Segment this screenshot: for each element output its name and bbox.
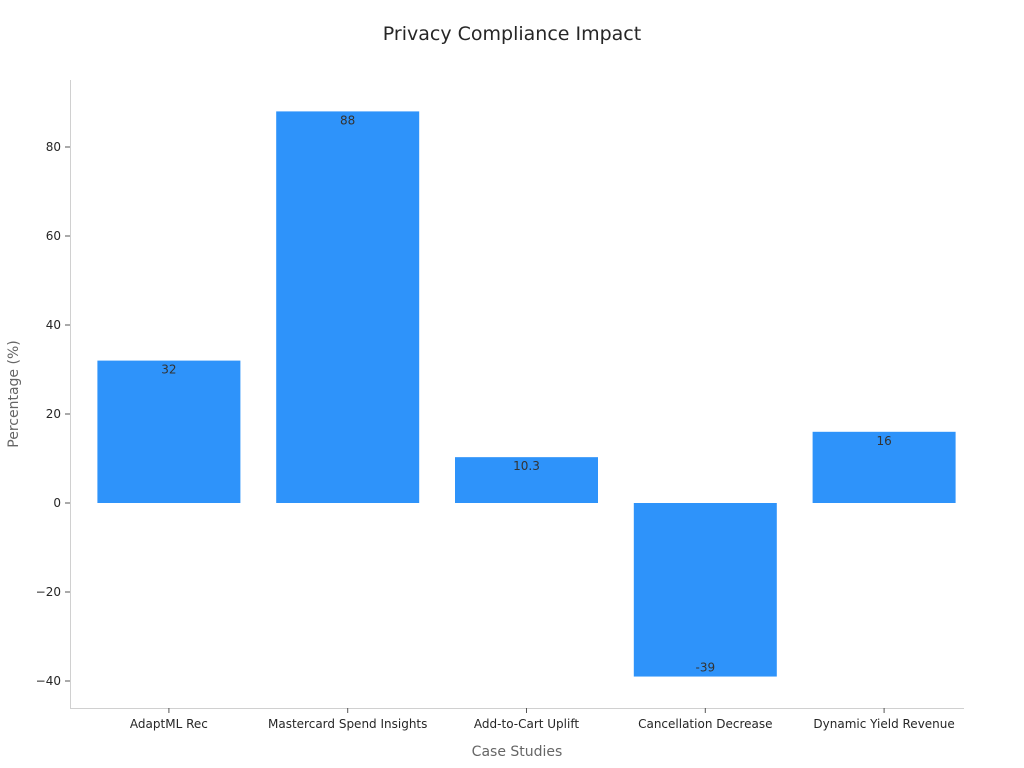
bars-group bbox=[97, 111, 956, 677]
y-axis-ticks: −40 −20 0 20 40 60 80 bbox=[36, 140, 70, 688]
x-tick-label: Add-to-Cart Uplift bbox=[474, 717, 579, 731]
x-tick-label: AdaptML Rec bbox=[130, 717, 208, 731]
bar-add-to-cart-uplift bbox=[455, 457, 598, 503]
data-label: -39 bbox=[695, 661, 715, 675]
bar-dynamic-yield-revenue bbox=[812, 431, 956, 503]
y-tick-label: 40 bbox=[46, 318, 61, 332]
x-tick-label: Mastercard Spend Insights bbox=[268, 717, 427, 731]
x-tick-label: Cancellation Decrease bbox=[638, 717, 772, 731]
y-tick-label: −40 bbox=[36, 674, 61, 688]
y-axis-label: Percentage (%) bbox=[6, 340, 22, 447]
y-tick-label: −20 bbox=[36, 585, 61, 599]
data-label: 16 bbox=[876, 434, 891, 448]
x-axis-ticks: AdaptML Rec Mastercard Spend Insights Add-… bbox=[130, 708, 955, 731]
bar-adaptml-rec bbox=[97, 360, 241, 503]
data-label: 32 bbox=[161, 363, 176, 377]
y-tick-label: 60 bbox=[46, 229, 61, 243]
bar-mastercard-spend-insights bbox=[276, 111, 420, 504]
x-tick-label: Dynamic Yield Revenue bbox=[813, 717, 954, 731]
data-label: 10.3 bbox=[513, 459, 540, 473]
x-axis-label: Case Studies bbox=[472, 744, 563, 760]
chart-title: Privacy Compliance Impact bbox=[383, 23, 641, 45]
y-tick-label: 80 bbox=[46, 140, 61, 154]
bar-cancellation-decrease bbox=[633, 503, 777, 677]
data-label: 88 bbox=[340, 113, 355, 127]
y-tick-label: 20 bbox=[46, 407, 61, 421]
data-labels-group: 32 88 10.3 -39 16 bbox=[161, 113, 891, 674]
y-tick-label: 0 bbox=[53, 496, 61, 510]
